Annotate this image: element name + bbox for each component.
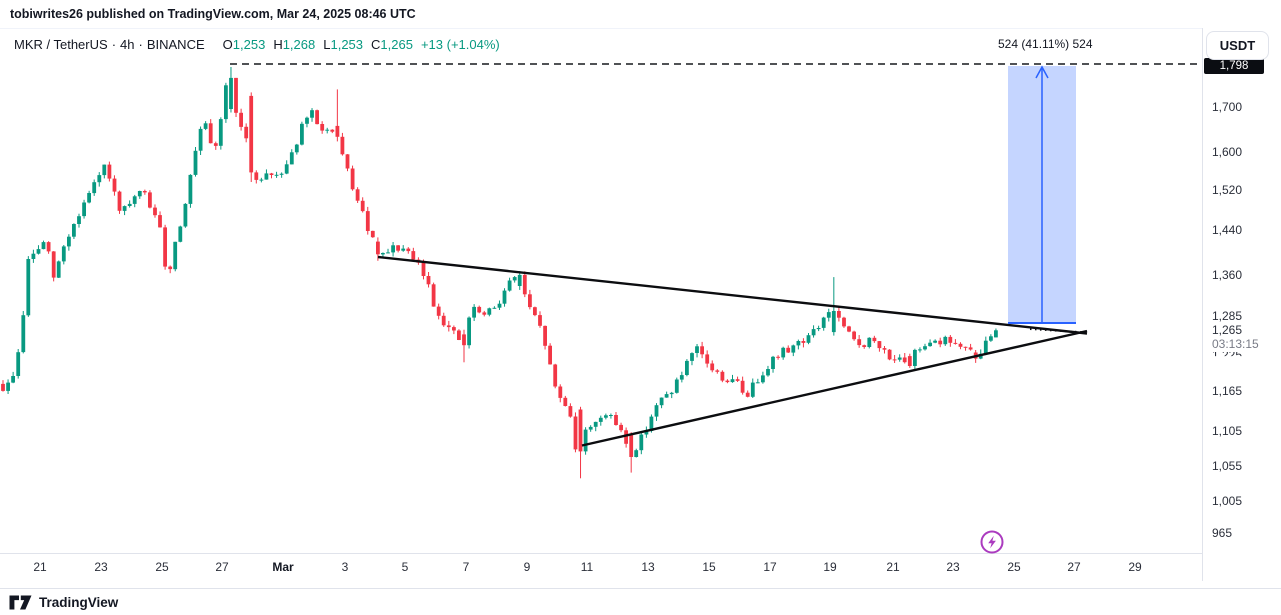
price-axis-label: 1,600 [1212,145,1243,159]
time-axis-label: 23 [94,560,108,574]
time-axis-label: 29 [1128,560,1142,574]
ohlc-open-value: 1,253 [232,37,266,52]
time-axis-label: 13 [641,560,655,574]
price-axis-label: 1,360 [1212,268,1243,282]
ohlc-high-value: 1,268 [282,37,316,52]
change-label: +13 (+1.04%) [420,37,500,52]
time-axis-label: 27 [1067,560,1081,574]
time-axis-label: 21 [886,560,900,574]
time-axis-label: 9 [523,560,531,574]
ohlc-close-value: 1,265 [380,37,413,52]
target-price-tag: 1,798 [1204,58,1264,74]
triangle-lower-trendline [581,329,1088,447]
time-axis-label: 3 [341,560,349,574]
bar-countdown-label: 03:13:15 [1212,336,1261,352]
price-axis-label: 965 [1212,526,1233,540]
price-axis-label: 1,165 [1212,384,1243,398]
time-axis-label: 21 [33,560,47,574]
ohlc-open-key: O [222,37,233,52]
ohlc-close-key: C [371,37,381,52]
time-axis-label: 17 [763,560,777,574]
time-axis[interactable]: 21 23 25 27 Mar 3 5 7 9 11 13 15 17 19 21 23 25 27 29 [0,554,1202,581]
time-axis-label: 7 [462,560,470,574]
symbol-title[interactable]: MKR / TetherUS [14,37,108,52]
triangle-upper-trendline [377,255,1088,335]
time-axis-label: 5 [401,560,409,574]
price-axis-label: 1,285 [1212,309,1243,323]
exchange-label[interactable]: BINANCE [146,37,205,52]
measured-move-label[interactable]: 524 (41.11%) 524 [998,37,1093,51]
publish-header: tobiwrites26 published on TradingView.co… [0,0,1281,28]
ohlc-high-key: H [273,37,283,52]
price-axis-label: 1,440 [1212,223,1243,237]
price-axis-label: 1,520 [1212,183,1243,197]
symbol-legend[interactable]: MKR / TetherUS · 4h · BINANCE O1,253 H1,268 L1,… [14,37,500,52]
time-axis-label: 15 [702,560,716,574]
time-axis-label: 11 [580,560,594,574]
legend-separator: · [111,37,117,52]
projection-arrowhead [1035,65,1049,79]
currency-toggle-button[interactable]: USDT [1206,31,1269,60]
ohlc-values: O1,253 H1,268 L1,253 C1,265 +13 (+1.04%) [215,37,500,52]
interval-label[interactable]: 4h [120,37,135,52]
time-axis-label: 25 [155,560,169,574]
price-axis-label: 1,105 [1212,424,1243,438]
price-axis-label: 1,005 [1212,494,1243,508]
tradingview-logo-icon[interactable] [9,595,32,610]
attribution-text: tobiwrites26 published on TradingView.co… [10,7,416,21]
header-divider [0,28,1281,29]
time-axis-label: 19 [823,560,837,574]
time-axis-label: 23 [946,560,960,574]
time-axis-label: 25 [1007,560,1021,574]
price-axis-label: 1,265 [1212,323,1243,337]
legend-separator: · [138,37,143,52]
time-axis-divider [0,553,1281,554]
time-axis-label: Mar [272,560,294,574]
time-axis-label: 27 [215,560,229,574]
ohlc-low-key: L [323,37,331,52]
ohlc-low-value: 1,253 [330,37,364,52]
flash-icon[interactable] [979,529,1005,555]
brand-name[interactable]: TradingView [39,595,119,610]
price-axis-divider [1202,28,1203,581]
price-axis[interactable]: 1,798 1,700 1,600 1,520 1,440 1,360 1,285 1,265… [1203,28,1281,554]
price-axis-label: 1,055 [1212,459,1243,473]
price-axis-label: 1,225 [1212,348,1243,362]
attribution-footer: TradingView [0,588,1281,615]
price-axis-label: 1,700 [1212,100,1243,114]
